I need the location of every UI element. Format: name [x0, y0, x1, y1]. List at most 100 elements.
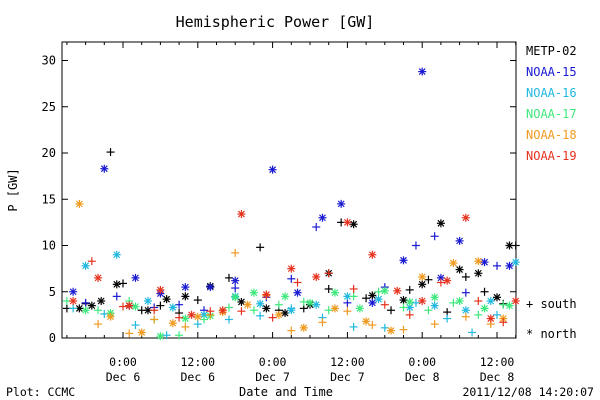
- south-point: [461, 312, 470, 321]
- north-point: [193, 312, 202, 321]
- north-point: [368, 250, 377, 259]
- south-point: [249, 306, 258, 315]
- north-point: [399, 256, 408, 265]
- south-point: [256, 243, 265, 252]
- south-point: [430, 320, 439, 329]
- north-point: [262, 304, 271, 313]
- south-point: [343, 307, 352, 316]
- south-point: [268, 313, 277, 322]
- north-point: [112, 280, 121, 289]
- south-point: [474, 310, 483, 319]
- south-point: [112, 292, 121, 301]
- south-point: [405, 310, 414, 319]
- north-point: [455, 297, 464, 305]
- north-point: [187, 310, 196, 319]
- y-tick-label: 20: [42, 146, 56, 160]
- south-point: [461, 288, 470, 297]
- south-point: [318, 318, 327, 327]
- north-point: [237, 297, 246, 306]
- north-point: [486, 314, 495, 323]
- x-tick-time-label: 0:00: [259, 355, 287, 369]
- north-point: [368, 291, 377, 300]
- south-point: [436, 278, 445, 287]
- north-point: [249, 288, 258, 297]
- south-point: [424, 306, 433, 315]
- north-point: [312, 272, 321, 281]
- south-point: [287, 274, 296, 283]
- north-point: [293, 288, 302, 297]
- south-point: [449, 298, 458, 307]
- north-point: [330, 288, 339, 297]
- south-point: [131, 321, 140, 330]
- x-tick-time-label: 0:00: [408, 355, 436, 369]
- north-point: [181, 283, 190, 292]
- south-point: [443, 314, 452, 323]
- north-point: [162, 295, 171, 304]
- x-tick-time-label: 12:00: [180, 355, 215, 369]
- x-tick-time-label: 12:00: [480, 355, 515, 369]
- south-point: [150, 315, 159, 324]
- south-point: [224, 303, 233, 312]
- north-point: [418, 280, 427, 289]
- north-point: [511, 258, 520, 267]
- legend-entry: NOAA-19: [526, 149, 577, 163]
- north-point: [106, 312, 115, 321]
- south-point: [81, 298, 90, 307]
- north-point: [287, 264, 296, 273]
- south-point: [312, 223, 321, 231]
- north-point: [243, 300, 252, 309]
- south-point: [324, 306, 333, 315]
- south-point: [206, 307, 215, 316]
- north-point: [69, 297, 78, 305]
- north-point: [418, 297, 427, 305]
- south-point: [94, 320, 103, 329]
- south-point: [200, 315, 209, 324]
- south-point: [380, 323, 389, 332]
- north-point: [405, 297, 414, 306]
- north-point: [268, 165, 277, 174]
- x-tick-date-label: Dec 6: [106, 370, 141, 384]
- north-point: [112, 250, 121, 259]
- south-point: [193, 296, 202, 305]
- y-tick-label: 15: [42, 192, 56, 206]
- marker-legend-north: * north: [526, 327, 577, 341]
- north-point: [337, 199, 346, 208]
- south-point: [411, 241, 420, 250]
- north-point: [449, 259, 458, 268]
- north-point: [318, 213, 327, 222]
- south-point: [374, 287, 383, 296]
- south-point: [405, 285, 414, 294]
- legend-entry: NOAA-16: [526, 86, 577, 100]
- north-point: [75, 199, 84, 208]
- south-point: [349, 322, 358, 331]
- north-point: [443, 276, 452, 285]
- x-tick-date-label: Dec 8: [480, 370, 515, 384]
- north-point: [94, 273, 103, 282]
- north-point: [168, 319, 177, 328]
- north-point: [436, 219, 445, 228]
- south-point: [100, 309, 109, 318]
- marker-legend-south: + south: [526, 297, 577, 311]
- south-point: [287, 326, 296, 335]
- south-point: [274, 300, 283, 309]
- south-point: [106, 148, 115, 157]
- south-point: [349, 284, 358, 293]
- south-point: [461, 272, 470, 281]
- timestamp: 2011/12/08 14:20:07: [462, 385, 594, 399]
- north-point: [137, 328, 146, 337]
- y-tick-label: 10: [42, 239, 56, 253]
- south-point: [293, 278, 302, 287]
- north-point: [274, 310, 283, 319]
- north-point: [156, 285, 165, 294]
- north-point: [81, 261, 90, 270]
- south-point: [411, 298, 420, 307]
- south-point: [349, 292, 358, 301]
- legend-entry: METP-02: [526, 44, 577, 58]
- x-tick-date-label: Dec 8: [405, 370, 440, 384]
- north-point: [168, 303, 177, 312]
- y-tick-label: 5: [49, 285, 56, 299]
- north-point: [480, 304, 489, 313]
- north-point: [218, 306, 227, 315]
- x-tick-date-label: Dec 7: [255, 370, 290, 384]
- north-point: [343, 218, 352, 227]
